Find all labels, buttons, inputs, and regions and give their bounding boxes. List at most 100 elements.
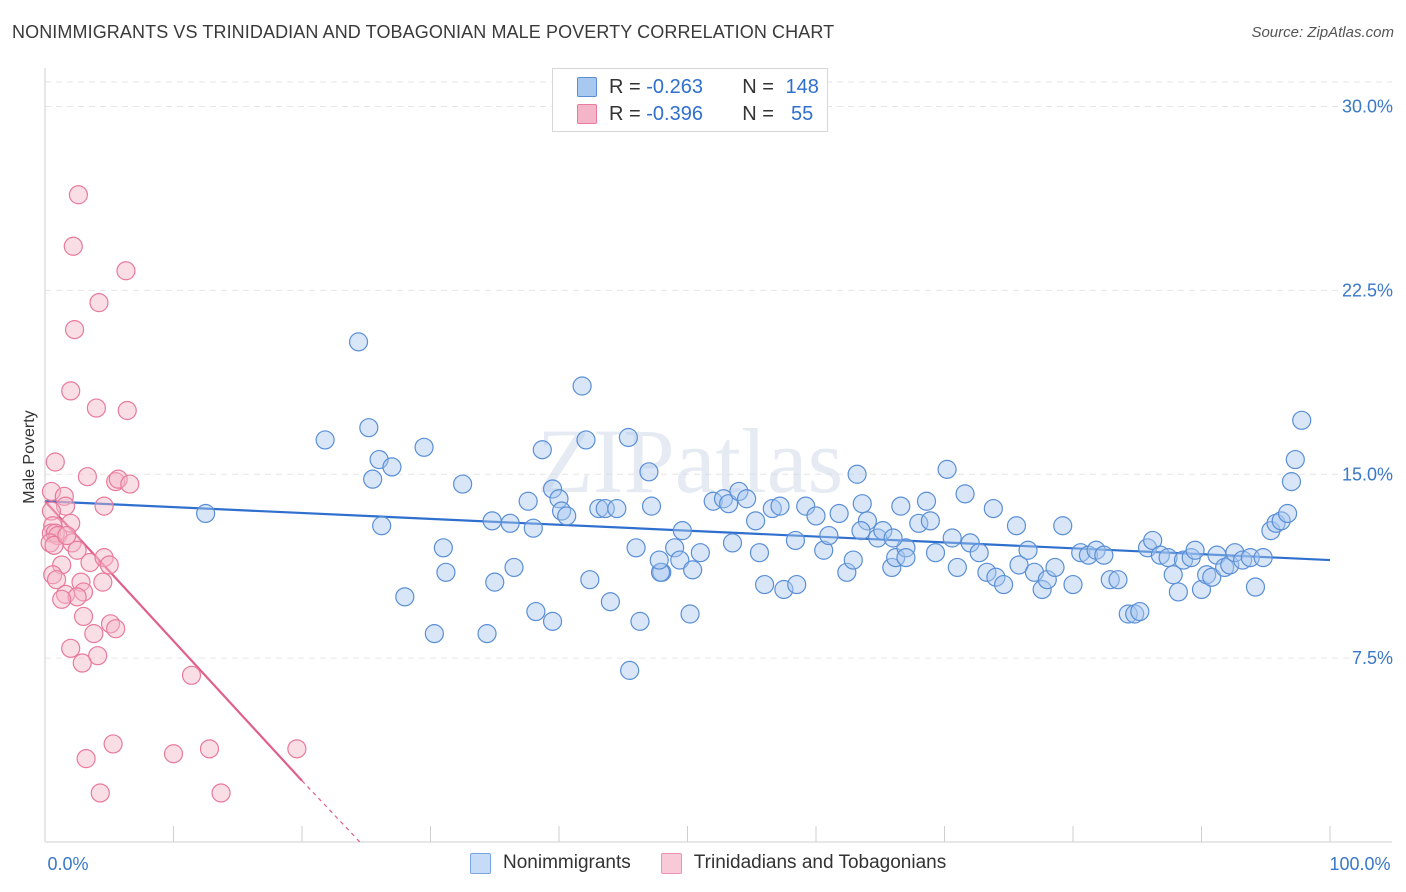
point-nonimmigrants xyxy=(1032,579,1052,600)
chart-title: NONIMMIGRANTS VS TRINIDADIAN AND TOBAGON… xyxy=(12,22,835,42)
point-nonimmigrants xyxy=(1045,557,1065,578)
point-nonimmigrants xyxy=(729,481,749,502)
point-trinidadians xyxy=(76,749,96,769)
point-nonimmigrants xyxy=(618,427,638,448)
point-nonimmigrants xyxy=(1281,472,1302,492)
point-nonimmigrants xyxy=(436,562,456,582)
point-nonimmigrants xyxy=(994,574,1014,595)
point-nonimmigrants xyxy=(549,489,569,509)
point-nonimmigrants xyxy=(630,611,650,631)
point-trinidadians xyxy=(106,619,126,639)
point-nonimmigrants xyxy=(1063,574,1083,595)
x-tick-max: 100.0% xyxy=(1329,854,1390,874)
point-trinidadians xyxy=(117,400,137,421)
point-nonimmigrants xyxy=(523,518,543,538)
point-nonimmigrants xyxy=(1163,565,1183,585)
point-nonimmigrants xyxy=(983,498,1003,519)
axes xyxy=(44,68,1392,843)
point-nonimmigrants xyxy=(518,491,538,511)
point-nonimmigrants xyxy=(852,494,872,514)
point-trinidadians xyxy=(94,496,114,516)
point-nonimmigrants xyxy=(348,332,369,352)
point-nonimmigrants xyxy=(532,440,552,460)
point-trinidadians xyxy=(106,472,126,492)
point-nonimmigrants xyxy=(641,496,662,516)
point-trinidadians xyxy=(88,646,108,666)
y-axis-title: Male Poverty xyxy=(21,410,38,503)
grid-lines xyxy=(45,81,1392,659)
legend-swatch-pink xyxy=(577,104,597,124)
point-trinidadians xyxy=(163,744,184,764)
point-nonimmigrants xyxy=(722,533,743,553)
point-nonimmigrants xyxy=(806,506,826,526)
point-nonimmigrants xyxy=(814,540,834,560)
point-nonimmigrants xyxy=(1009,555,1029,575)
point-nonimmigrants xyxy=(1100,570,1120,590)
point-trinidadians xyxy=(64,320,85,340)
legend-n-label: N = xyxy=(742,102,774,125)
point-nonimmigrants xyxy=(557,506,577,526)
legend-n-label: N = xyxy=(742,75,774,98)
point-nonimmigrants xyxy=(580,570,600,590)
points-nonimmigrants xyxy=(196,332,1312,680)
point-nonimmigrants xyxy=(1108,570,1128,590)
point-nonimmigrants xyxy=(942,528,962,548)
point-nonimmigrants xyxy=(937,459,957,479)
point-nonimmigrants xyxy=(977,562,997,582)
point-nonimmigrants xyxy=(607,498,627,519)
y-tick-label: 15.0% xyxy=(1342,464,1393,484)
point-nonimmigrants xyxy=(1158,548,1178,568)
legend-swatch-pink xyxy=(660,852,682,874)
point-nonimmigrants xyxy=(382,457,402,477)
point-nonimmigrants xyxy=(1053,516,1073,536)
point-nonimmigrants xyxy=(315,430,335,450)
point-nonimmigrants xyxy=(847,464,867,484)
legend-item-trinidadians[interactable]: Trinidadians and Tobagonians xyxy=(660,852,946,874)
legend-item-nonimmigrants[interactable]: Nonimmigrants xyxy=(470,852,631,874)
legend-r-value: -0.396 xyxy=(646,102,703,125)
point-nonimmigrants xyxy=(883,528,903,548)
point-trinidadians xyxy=(80,552,100,573)
point-trinidadians xyxy=(57,525,77,546)
legend-n-value: 55 xyxy=(785,102,814,125)
point-nonimmigrants xyxy=(1185,540,1205,560)
point-nonimmigrants xyxy=(1245,577,1266,597)
point-nonimmigrants xyxy=(595,498,615,519)
point-trinidadians xyxy=(61,381,81,401)
legend-swatch-blue xyxy=(470,852,491,874)
point-nonimmigrants xyxy=(986,567,1006,587)
point-nonimmigrants xyxy=(896,548,916,568)
point-nonimmigrants xyxy=(882,557,902,578)
point-trinidadians xyxy=(55,496,76,516)
point-nonimmigrants xyxy=(477,624,497,644)
points-trinidadians xyxy=(40,185,307,803)
point-nonimmigrants xyxy=(916,491,937,511)
stats-legend: R = -0.263 N = 148 R = -0.396 N = 55 xyxy=(552,68,828,132)
point-nonimmigrants xyxy=(1271,511,1291,531)
legend-r-value: -0.263 xyxy=(646,75,703,98)
point-nonimmigrants xyxy=(665,538,685,558)
point-trinidadians xyxy=(45,452,65,472)
point-nonimmigrants xyxy=(896,538,916,558)
point-trinidadians xyxy=(41,481,62,502)
point-nonimmigrants xyxy=(947,557,967,578)
point-nonimmigrants xyxy=(1277,503,1298,524)
point-trinidadians xyxy=(41,501,62,521)
point-nonimmigrants xyxy=(424,624,444,644)
point-nonimmigrants xyxy=(1168,582,1188,602)
point-nonimmigrants xyxy=(770,496,790,516)
point-nonimmigrants xyxy=(690,543,710,563)
point-nonimmigrants xyxy=(1130,601,1150,622)
point-nonimmigrants xyxy=(363,469,383,489)
legend-label: Nonimmigrants xyxy=(503,852,631,873)
point-nonimmigrants xyxy=(1018,540,1038,560)
point-nonimmigrants xyxy=(1233,550,1253,570)
point-nonimmigrants xyxy=(650,562,671,582)
trend-line xyxy=(44,500,303,782)
point-trinidadians xyxy=(89,293,109,313)
point-nonimmigrants xyxy=(891,496,911,516)
point-nonimmigrants xyxy=(1037,570,1057,590)
point-trinidadians xyxy=(84,624,104,644)
point-nonimmigrants xyxy=(749,543,770,563)
point-trinidadians xyxy=(67,540,87,560)
